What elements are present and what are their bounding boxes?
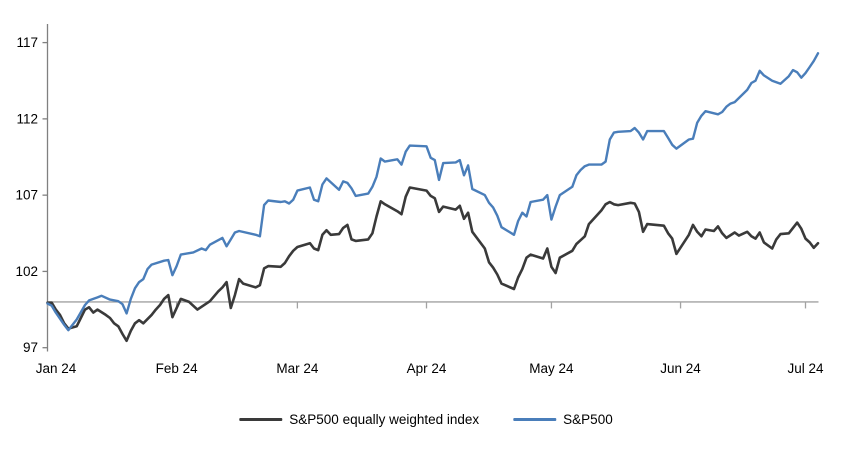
legend-item-sp500-equal-weight: S&P500 equally weighted index (239, 412, 479, 427)
x-tick-label: Jan 24 (36, 361, 77, 376)
chart-series (46, 52, 820, 343)
legend-item-sp500: S&P500 (513, 412, 613, 427)
x-tick-label: May 24 (529, 361, 574, 376)
y-tick-label: 112 (16, 111, 38, 126)
y-tick-label: 97 (23, 340, 38, 355)
y-tick-label: 102 (15, 264, 38, 279)
legend-label-sp500: S&P500 (563, 412, 613, 427)
x-tick-label: Feb 24 (156, 361, 199, 376)
sp500-line (46, 52, 820, 332)
y-tick-label: 117 (16, 35, 38, 50)
sp500-line-swatch (513, 418, 557, 421)
x-tick-label: Jul 24 (787, 361, 824, 376)
legend-label-sp500-equal-weight: S&P500 equally weighted index (289, 412, 480, 427)
x-tick-label: Apr 24 (407, 361, 447, 376)
x-axis-baseline: Jan 24 Feb 24 Mar 24 Apr 24 May 24 Jun 24 Jul … (36, 301, 824, 376)
sp500-equal-weight-line (46, 186, 820, 343)
sp500-equal-weight-line-swatch (239, 418, 283, 421)
y-axis: 97 102 107 112 117 (15, 24, 49, 355)
chart-legend: S&P500 equally weighted index S&P500 (239, 412, 613, 427)
x-tick-label: Mar 24 (276, 361, 319, 376)
y-tick-label: 107 (15, 188, 38, 203)
x-tick-label: Jun 24 (660, 361, 701, 376)
